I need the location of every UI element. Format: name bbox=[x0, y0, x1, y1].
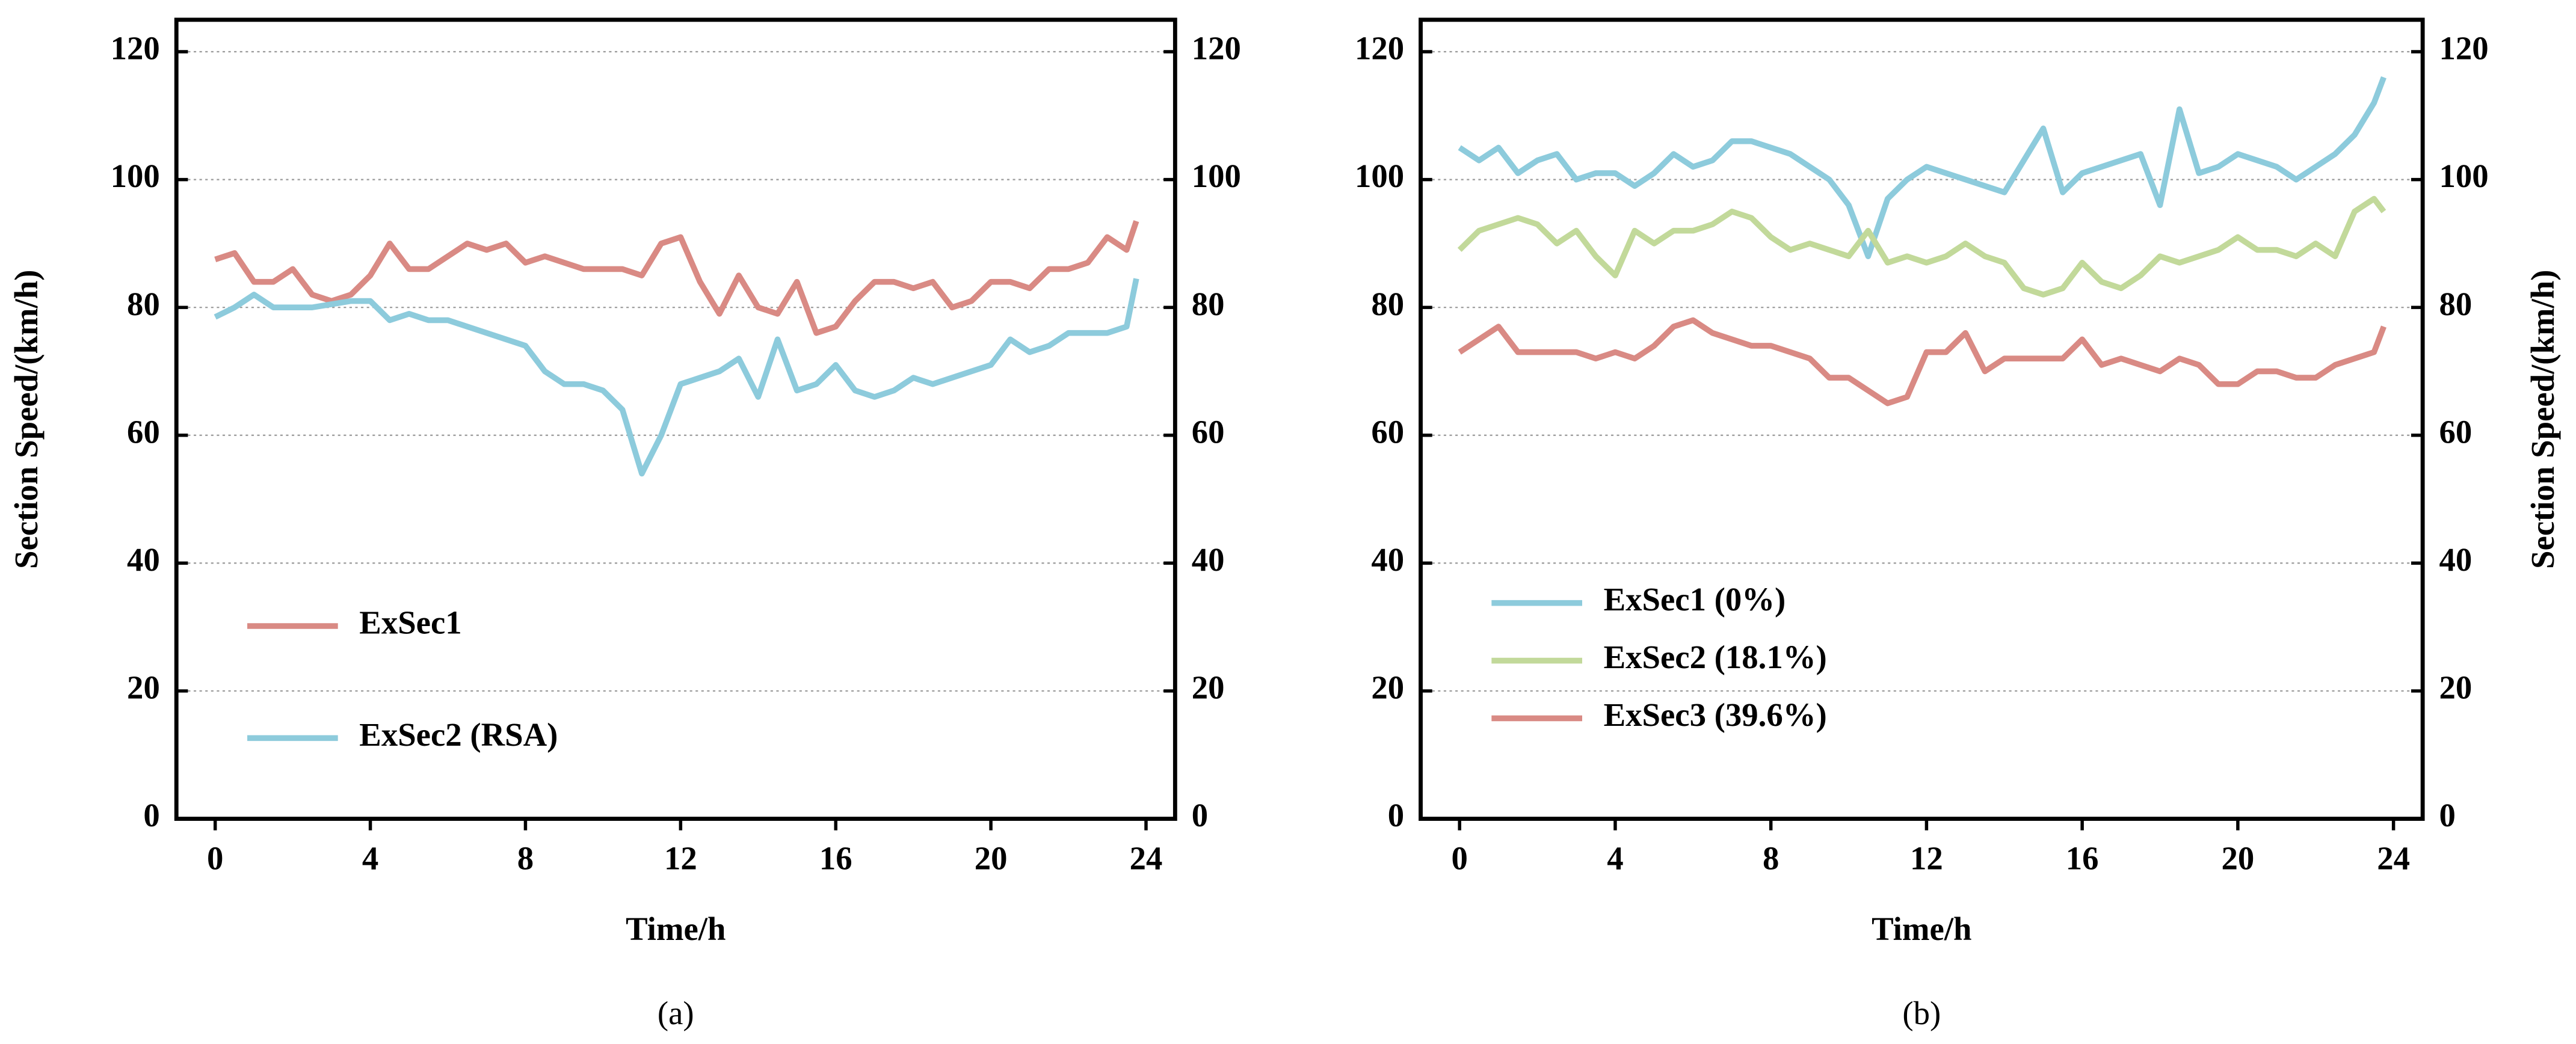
x-tick-label: 0 bbox=[207, 840, 223, 876]
x-tick-label: 4 bbox=[1607, 840, 1623, 876]
x-tick-label: 20 bbox=[975, 840, 1008, 876]
y-tick-label: 20 bbox=[1371, 669, 1404, 706]
x-axis-label: Time/h bbox=[1872, 910, 1971, 947]
y-axis-label: Section Speed/(km/h) bbox=[8, 269, 45, 569]
series-line bbox=[1457, 195, 2386, 298]
y-tick-label: 0 bbox=[1388, 797, 1404, 834]
legend-label: ExSec2 (18.1%) bbox=[1604, 639, 1827, 675]
x-tick-label: 4 bbox=[362, 840, 378, 876]
series-line bbox=[214, 220, 1139, 336]
y2-tick-label: 60 bbox=[1192, 413, 1225, 450]
y2-tick-label: 100 bbox=[2439, 158, 2489, 194]
legend-label: ExSec3 (39.6%) bbox=[1604, 696, 1827, 733]
x-tick-label: 16 bbox=[819, 840, 852, 876]
y2-tick-label: 40 bbox=[1192, 541, 1225, 578]
y2-tick-label: 0 bbox=[2439, 797, 2456, 834]
x-tick-label: 0 bbox=[1452, 840, 1468, 876]
y-tick-label: 80 bbox=[1371, 286, 1404, 322]
y2-tick-label: 40 bbox=[2439, 541, 2473, 578]
plot-frame bbox=[174, 17, 1177, 821]
y-tick-label: 100 bbox=[1355, 158, 1404, 194]
series-line bbox=[1458, 76, 2386, 259]
x-tick-label: 8 bbox=[1763, 840, 1779, 876]
caption: (a) bbox=[658, 995, 694, 1031]
x-tick-label: 12 bbox=[1910, 840, 1943, 876]
y-tick-label: 120 bbox=[111, 30, 160, 67]
y-tick-label: 120 bbox=[1355, 30, 1404, 67]
series-line bbox=[214, 278, 1139, 477]
y-tick-label: 20 bbox=[127, 669, 160, 706]
legend-label: ExSec1 bbox=[359, 604, 461, 641]
y-tick-label: 0 bbox=[143, 797, 159, 834]
y-tick-label: 40 bbox=[1371, 541, 1404, 578]
series-line bbox=[1458, 317, 2386, 407]
x-tick-label: 16 bbox=[2066, 840, 2099, 876]
y2-tick-label: 20 bbox=[1192, 669, 1225, 706]
x-tick-label: 12 bbox=[664, 840, 697, 876]
y2-tick-label: 80 bbox=[1192, 286, 1225, 322]
y2-tick-label: 20 bbox=[2439, 669, 2473, 706]
y2-tick-label: 60 bbox=[2439, 413, 2473, 450]
legend-label: ExSec2 (RSA) bbox=[359, 716, 558, 753]
y2-axis-label: Section Speed/(km/h) bbox=[2524, 269, 2561, 569]
y-tick-label: 60 bbox=[127, 413, 160, 450]
y-tick-label: 80 bbox=[127, 286, 160, 322]
y-tick-label: 60 bbox=[1371, 413, 1404, 450]
y2-tick-label: 0 bbox=[1192, 797, 1208, 834]
y2-tick-label: 80 bbox=[2439, 286, 2473, 322]
x-tick-label: 20 bbox=[2221, 840, 2254, 876]
x-tick-label: 24 bbox=[1130, 840, 1163, 876]
y-tick-label: 100 bbox=[111, 158, 160, 194]
legend-label: ExSec1 (0%) bbox=[1604, 581, 1786, 618]
x-axis-label: Time/h bbox=[626, 910, 726, 947]
y-tick-label: 40 bbox=[127, 541, 160, 578]
x-tick-label: 8 bbox=[517, 840, 534, 876]
plot-frame bbox=[1419, 17, 2425, 821]
y2-tick-label: 120 bbox=[1192, 30, 1241, 67]
y2-tick-label: 120 bbox=[2439, 30, 2489, 67]
y2-tick-label: 100 bbox=[1192, 158, 1241, 194]
caption: (b) bbox=[1902, 995, 1941, 1031]
x-tick-label: 24 bbox=[2377, 840, 2410, 876]
